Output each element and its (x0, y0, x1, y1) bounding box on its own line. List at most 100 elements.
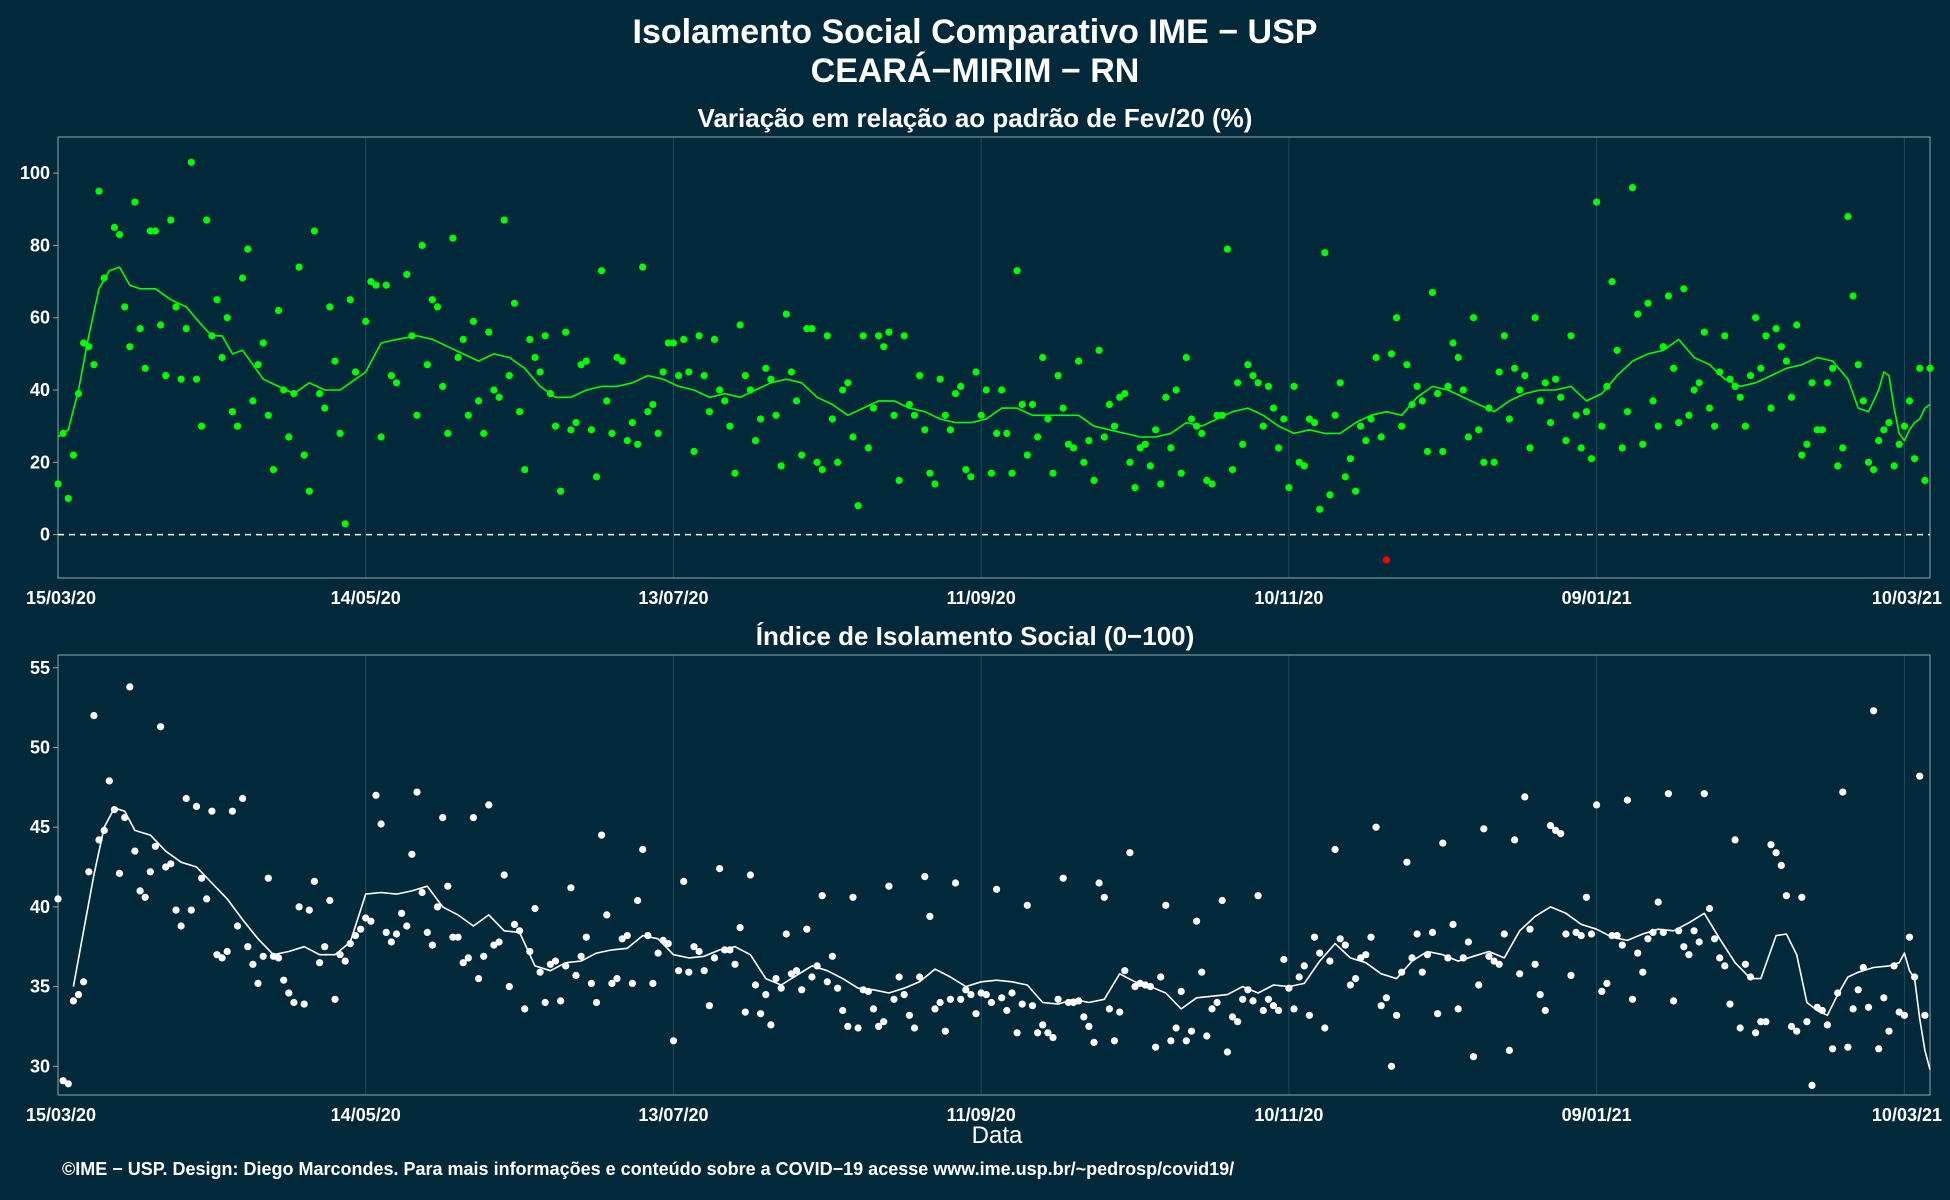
x-tick-label: 13/07/20 (638, 1105, 708, 1125)
moving-average-line (57, 266, 1931, 442)
data-point (1623, 796, 1631, 804)
data-point (372, 281, 380, 289)
data-point (1628, 184, 1637, 192)
data-point (449, 234, 457, 242)
data-point (1464, 433, 1472, 441)
data-point (834, 984, 842, 992)
data-point (1808, 379, 1816, 387)
data-point (864, 444, 872, 452)
data-point (295, 263, 303, 271)
data-point (1895, 1008, 1903, 1016)
data-point (557, 997, 565, 1005)
data-point (736, 321, 744, 329)
data-point (567, 426, 575, 434)
data-point (1198, 429, 1206, 437)
data-point (1434, 390, 1442, 398)
data-point (1449, 920, 1457, 929)
data-point (598, 267, 606, 275)
data-point (1911, 455, 1919, 463)
y-tick-label: 40 (30, 897, 50, 917)
panel-bottom-frame (57, 654, 1931, 1096)
data-point (1398, 422, 1406, 430)
data-point (126, 683, 134, 691)
data-point (603, 911, 611, 919)
data-point (1449, 339, 1457, 347)
data-point (1064, 440, 1072, 448)
data-point (839, 1006, 847, 1015)
data-point (1741, 960, 1749, 968)
data-point (408, 332, 416, 340)
data-point (1064, 998, 1072, 1007)
data-point (167, 216, 175, 224)
data-point (428, 296, 436, 304)
data-point (1536, 991, 1544, 999)
data-point (623, 932, 631, 940)
data-point (1126, 849, 1134, 857)
data-point (895, 973, 903, 981)
data-point (521, 1005, 529, 1013)
data-point (1152, 426, 1160, 434)
x-tick-label: 10/11/20 (1254, 1105, 1323, 1125)
data-point (675, 372, 683, 380)
data-point (1346, 455, 1354, 463)
x-tick-label: 09/01/21 (1562, 588, 1632, 608)
data-point (485, 328, 493, 336)
data-point (1880, 994, 1888, 1002)
data-point (587, 979, 596, 988)
data-point (423, 928, 431, 937)
data-point (777, 984, 785, 992)
data-point (1705, 904, 1714, 913)
data-point (603, 397, 611, 405)
y-tick-label: 60 (30, 308, 50, 328)
data-point (1639, 968, 1647, 976)
data-point (572, 419, 580, 427)
data-point (1926, 364, 1934, 372)
data-point (1326, 491, 1334, 499)
data-point (505, 372, 513, 380)
data-point (1182, 353, 1190, 362)
data-point (1659, 928, 1667, 937)
data-point (362, 317, 370, 325)
data-point (993, 885, 1001, 893)
data-point (921, 873, 929, 881)
data-point (198, 422, 206, 430)
data-point (495, 938, 503, 946)
data-point (408, 850, 416, 858)
data-point (1911, 973, 1919, 981)
y-tick-label: 100 (20, 163, 50, 183)
data-point (1782, 892, 1790, 900)
data-point (121, 303, 129, 311)
data-point (269, 466, 277, 474)
data-point (1439, 839, 1447, 847)
data-point (628, 419, 637, 427)
data-point (403, 270, 411, 278)
data-point (1459, 386, 1467, 394)
data-point (1034, 1029, 1042, 1037)
data-point (946, 995, 955, 1003)
data-point (664, 940, 672, 948)
data-point (1505, 415, 1513, 423)
data-point (1131, 484, 1139, 492)
data-point (1280, 415, 1288, 423)
data-point (444, 429, 452, 437)
data-point (1675, 927, 1683, 935)
data-point (1259, 1006, 1267, 1015)
data-point (1146, 462, 1154, 470)
data-point (685, 368, 693, 376)
data-point (859, 332, 867, 340)
data-point (972, 368, 980, 376)
data-point (993, 429, 1001, 437)
data-point (1054, 995, 1062, 1003)
data-point (1300, 962, 1308, 970)
data-point (387, 372, 395, 380)
data-point (510, 920, 519, 929)
negative-data-point (1382, 556, 1390, 564)
data-point (1916, 364, 1924, 372)
data-point (1726, 375, 1734, 383)
data-point (1310, 933, 1319, 941)
data-point (131, 198, 139, 206)
data-point (941, 411, 949, 419)
data-point (613, 975, 621, 983)
data-point (1639, 440, 1647, 448)
data-point (1690, 386, 1698, 394)
